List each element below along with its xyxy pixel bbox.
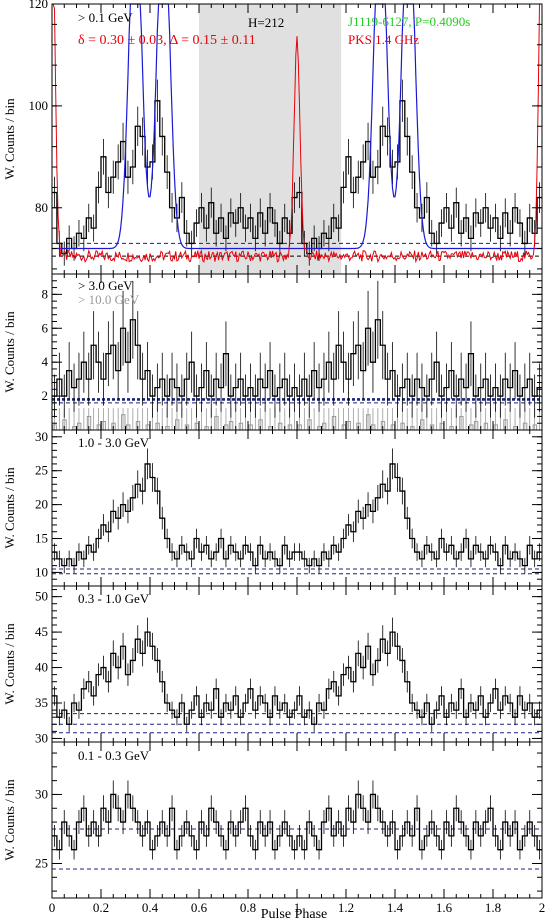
y-tick-label: 10 — [35, 564, 48, 579]
band-label: 1.0 - 3.0 GeV — [78, 435, 150, 450]
background-level-lines — [52, 828, 542, 870]
panel-1: 80 100 120 W. Counts / bin > 0.1 GeV δ = 0… — [2, 0, 543, 275]
y-tick-label: 2 — [42, 388, 49, 403]
y-tick-label: 25 — [35, 463, 48, 478]
histogram-profile — [52, 793, 542, 851]
y-tick-label: 25 — [35, 855, 48, 870]
delta-label: δ = 0.30 ± 0.03, Δ = 0.15 ± 0.11 — [78, 33, 256, 48]
histogram-profile — [52, 100, 542, 255]
y-tick-label: 30 — [35, 730, 48, 745]
x-tick-label: 1.4 — [387, 900, 404, 915]
x-tick-label: 1 — [294, 900, 301, 915]
background-level-lines — [52, 568, 542, 575]
x-tick-label: 2 — [539, 900, 546, 915]
x-tick-label: 0.4 — [142, 900, 159, 915]
histogram-profile — [52, 463, 542, 567]
x-tick-label: 1.8 — [485, 900, 501, 915]
x-tick-label: 1.6 — [436, 900, 453, 915]
y-tick-label: 40 — [35, 660, 48, 675]
radio-profile — [52, 3, 542, 264]
panel-2: 2 4 6 8 W. Counts / bin > 3.0 GeV > 10.0 Ge… — [2, 273, 543, 431]
axis-ticks — [51, 3, 543, 274]
band-label: 0.1 - 0.3 GeV — [78, 748, 150, 763]
y-tick-label: 50 — [35, 589, 48, 604]
y-tick-labels: 25 30 — [35, 786, 48, 870]
y-axis-label: W. Counts / bin — [2, 311, 17, 393]
panel-3: 10 15 20 25 30 W. Counts / bin 1.0 - 3.0 GeV — [2, 429, 543, 587]
x-axis-label: Pulse Phase — [261, 907, 328, 922]
pulsar-label: J1119-6127, P=0.4090s — [348, 14, 470, 29]
x-tick-label: 0.6 — [191, 900, 208, 915]
y-tick-label: 8 — [42, 286, 49, 301]
y-tick-label: 4 — [42, 354, 49, 369]
background-level-lines — [52, 398, 542, 404]
axis-ticks — [51, 586, 543, 742]
y-axis-label: W. Counts / bin — [2, 623, 17, 705]
x-tick-label: 0 — [49, 900, 56, 915]
band-label: > 3.0 GeV — [78, 278, 133, 293]
x-tick-label: 1.2 — [338, 900, 354, 915]
y-tick-label: 80 — [35, 200, 48, 215]
y-tick-label: 100 — [29, 98, 49, 113]
axis-ticks — [51, 430, 543, 587]
y-tick-labels: 30 35 40 45 50 — [35, 589, 48, 746]
x-tick-label: 0.2 — [93, 900, 109, 915]
y-tick-label: 20 — [35, 497, 48, 512]
x-tick-labels: 0 0.2 0.4 0.6 0.8 1 1.2 1.4 1.6 1.8 2 — [49, 900, 546, 915]
y-tick-label: 35 — [35, 695, 48, 710]
x-tick-label: 0.8 — [240, 900, 256, 915]
radio-label: PKS 1.4 GHz — [348, 32, 419, 47]
axis-ticks — [51, 274, 543, 431]
band-label: > 0.1 GeV — [78, 10, 133, 25]
y-axis-label: W. Counts / bin — [2, 779, 17, 861]
panel-5: 25 30 W. Counts / bin 0.1 - 0.3 GeV — [2, 741, 543, 899]
y-tick-labels: 2 4 6 8 — [42, 286, 49, 403]
y-tick-labels: 10 15 20 25 30 — [35, 429, 48, 580]
band-label: 0.3 - 1.0 GeV — [78, 591, 150, 606]
background-level-lines — [52, 713, 542, 734]
htest-label: H=212 — [248, 15, 284, 30]
y-tick-label: 15 — [35, 531, 48, 546]
y-tick-label: 6 — [42, 320, 49, 335]
axis-ticks — [51, 742, 543, 898]
y-tick-label: 120 — [29, 0, 49, 11]
y-tick-label: 30 — [35, 786, 48, 801]
y-axis-label: W. Counts / bin — [2, 98, 17, 180]
histogram-profile — [52, 319, 542, 397]
y-tick-label: 45 — [35, 624, 48, 639]
y-tick-label: 30 — [35, 429, 48, 444]
panel-4: 30 35 40 45 50 W. Counts / bin 0.3 - 1.0 GeV — [2, 585, 543, 746]
histogram-profile — [52, 631, 542, 725]
band-label-high: > 10.0 GeV — [78, 292, 140, 307]
offpulse-region — [199, 4, 342, 274]
error-bars — [54, 280, 540, 418]
y-tick-labels: 80 100 120 — [29, 0, 49, 215]
y-axis-label: W. Counts / bin — [2, 467, 17, 549]
